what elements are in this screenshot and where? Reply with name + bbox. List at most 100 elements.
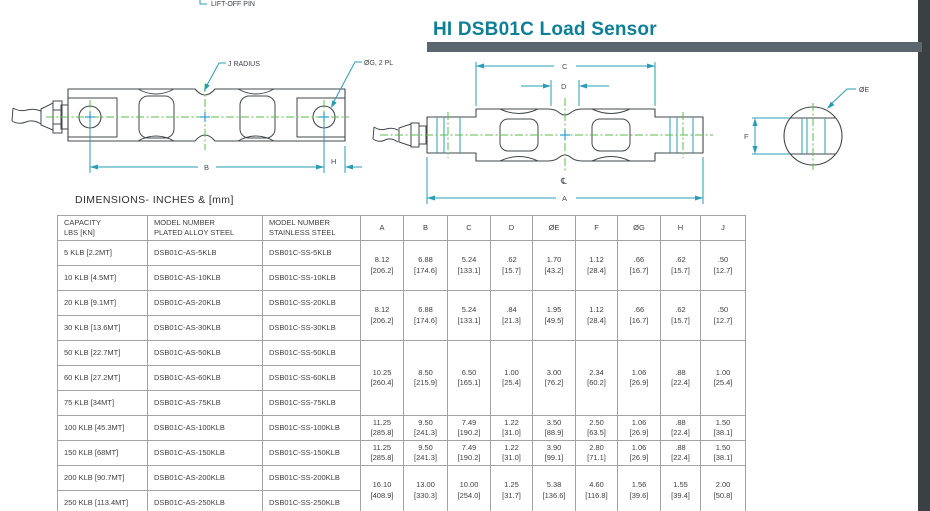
dim-c-label: C — [562, 62, 568, 71]
oe-diameter-label: ØE — [859, 87, 869, 94]
dimension-cell: 13.00 [330.3] — [403, 465, 448, 511]
page-title: HI DSB01C Load Sensor — [433, 19, 657, 40]
page-edge-band — [918, 0, 930, 511]
table-heading: DIMENSIONS- INCHES & [mm] — [75, 194, 234, 206]
liftoff-pin-callout: LIFT-OFF PIN — [199, 0, 255, 8]
dimension-cell: 10.25 [260.4] — [360, 340, 404, 416]
table-row: 150 KLB [68MT] DSB01C-AS-150KLB DSB01C-SS-… — [57, 440, 746, 466]
stainless-model-cell: DSB01C-SS-5KLB — [262, 240, 361, 266]
capacity-cell: 20 KLB [9.1MT] — [57, 290, 148, 316]
dimensions-table: CAPACITY LBS [KN] MODEL NUMBER PLATED ALL… — [57, 215, 746, 511]
dimension-cell: .62 [15.7] — [660, 290, 701, 341]
dimension-cell: 3.00 [76.2] — [532, 340, 576, 416]
column-header: C — [447, 215, 491, 241]
stainless-model-cell: DSB01C-SS-100KLB — [262, 415, 361, 441]
engineering-drawings: LIFT-OFF PIN — [11, 0, 869, 204]
capacity-cell: 75 KLB [34MT] — [57, 390, 148, 416]
dim-f-label: F — [744, 132, 749, 141]
table-body: 5 KLB [2.2MT] DSB01C-AS-5KLB DSB01C-SS-5KL… — [57, 240, 746, 511]
column-header: B — [403, 215, 448, 241]
title-divider-bar — [427, 42, 922, 52]
dimension-cell: 1.50 [38.1] — [700, 415, 746, 441]
table-row: 250 KLB [113.4MT] DSB01C-AS-250KLB DSB01C-… — [57, 490, 746, 511]
table-row: 30 KLB [13.6MT] DSB01C-AS-30KLB DSB01C-SS-… — [57, 315, 746, 341]
side-view-body — [67, 88, 346, 142]
dim-h-label: H — [331, 157, 336, 166]
alloy-model-cell: DSB01C-AS-10KLB — [147, 265, 263, 291]
dimension-cell: 2.80 [71.1] — [575, 440, 618, 466]
alloy-model-cell: DSB01C-AS-200KLB — [147, 465, 263, 491]
top-view-body — [426, 108, 704, 162]
dimension-cell: 8.12 [206.2] — [360, 240, 404, 291]
dimension-cell: .88 [22.4] — [660, 440, 701, 466]
centerline-symbol: ℄ — [560, 177, 567, 187]
capacity-cell: 200 KLB [90.7MT] — [57, 465, 148, 491]
liftoff-pin-label: LIFT-OFF PIN — [211, 1, 255, 8]
capacity-cell: 30 KLB [13.6MT] — [57, 315, 148, 341]
table-row: 75 KLB [34MT] DSB01C-AS-75KLB DSB01C-SS-75… — [57, 390, 746, 416]
table-row: 5 KLB [2.2MT] DSB01C-AS-5KLB DSB01C-SS-5KL… — [57, 240, 746, 291]
dimension-cell: 2.50 [63.5] — [575, 415, 618, 441]
dimension-cell: 1.00 [25.4] — [490, 340, 533, 416]
stainless-model-cell: DSB01C-SS-250KLB — [262, 490, 361, 511]
dimension-cell: 16.10 [408.9] — [360, 465, 404, 511]
cable-assembly — [11, 100, 69, 134]
capacity-cell: 250 KLB [113.4MT] — [57, 490, 148, 511]
capacity-cell: 50 KLB [22.7MT] — [57, 340, 148, 366]
dimension-cell: 10.00 [254.0] — [447, 465, 491, 511]
alloy-model-cell: DSB01C-AS-5KLB — [147, 240, 263, 266]
dimension-cell: 1.12 [28.4] — [575, 240, 618, 291]
stainless-model-cell: DSB01C-SS-60KLB — [262, 365, 361, 391]
stainless-model-cell: DSB01C-SS-10KLB — [262, 265, 361, 291]
dimension-cell: .62 [15.7] — [660, 240, 701, 291]
dimension-cell: 1.56 [39.6] — [617, 465, 661, 511]
dimension-cell: 5.38 [136.6] — [532, 465, 576, 511]
column-header: CAPACITY LBS [KN] — [57, 215, 148, 241]
dimension-cell: .66 [16.7] — [617, 240, 661, 291]
dimension-cell: .50 [12.7] — [700, 290, 746, 341]
dimension-cell: 2.34 [60.2] — [575, 340, 618, 416]
dimension-cell: 1.70 [43.2] — [532, 240, 576, 291]
column-header: F — [575, 215, 618, 241]
dimension-cell: 11.25 [285.8] — [360, 440, 404, 466]
column-header: ØG — [617, 215, 661, 241]
dim-d-label: D — [561, 82, 567, 91]
table-row: 200 KLB [90.7MT] DSB01C-AS-200KLB DSB01C-S… — [57, 465, 746, 511]
j-radius-label: J RADIUS — [228, 61, 260, 68]
top-view-drawing: C D A ℄ — [372, 62, 713, 204]
dimension-cell: 1.22 [31.0] — [490, 440, 533, 466]
dimension-cell: 1.55 [39.4] — [660, 465, 701, 511]
dimension-cell: 11.25 [285.8] — [360, 415, 404, 441]
capacity-cell: 100 KLB [45.3MT] — [57, 415, 148, 441]
dimension-cell: 1.25 [31.7] — [490, 465, 533, 511]
dimension-cell: 3.50 [88.9] — [532, 415, 576, 441]
capacity-cell: 150 KLB [68MT] — [57, 440, 148, 466]
stainless-model-cell: DSB01C-SS-30KLB — [262, 315, 361, 341]
capacity-cell: 60 KLB [27.2MT] — [57, 365, 148, 391]
stainless-model-cell: DSB01C-SS-20KLB — [262, 290, 361, 316]
column-header: A — [360, 215, 404, 241]
stainless-model-cell: DSB01C-SS-50KLB — [262, 340, 361, 366]
alloy-model-cell: DSB01C-AS-75KLB — [147, 390, 263, 416]
stainless-model-cell: DSB01C-SS-75KLB — [262, 390, 361, 416]
dimension-cell: 1.95 [49.5] — [532, 290, 576, 341]
alloy-model-cell: DSB01C-AS-20KLB — [147, 290, 263, 316]
side-view-drawing: J RADIUS ØG, 2 PL B H — [11, 60, 393, 173]
stainless-model-cell: DSB01C-SS-200KLB — [262, 465, 361, 491]
end-view-drawing: F ØE — [744, 87, 869, 170]
dimension-cell: 8.50 [215.9] — [403, 340, 448, 416]
column-header: MODEL NUMBER PLATED ALLOY STEEL — [147, 215, 263, 241]
table-row: 100 KLB [45.3MT] DSB01C-AS-100KLB DSB01C-S… — [57, 415, 746, 441]
capacity-cell: 10 KLB [4.5MT] — [57, 265, 148, 291]
alloy-model-cell: DSB01C-AS-60KLB — [147, 365, 263, 391]
dimension-cell: 1.12 [28.4] — [575, 290, 618, 341]
column-header: H — [660, 215, 701, 241]
dimension-cell: 1.06 [26.9] — [617, 415, 661, 441]
column-header: ØE — [532, 215, 576, 241]
dimension-cell: 1.00 [25.4] — [700, 340, 746, 416]
alloy-model-cell: DSB01C-AS-50KLB — [147, 340, 263, 366]
alloy-model-cell: DSB01C-AS-150KLB — [147, 440, 263, 466]
dimension-cell: 6.88 [174.6] — [403, 240, 448, 291]
dimension-cell: 1.06 [26.9] — [617, 440, 661, 466]
